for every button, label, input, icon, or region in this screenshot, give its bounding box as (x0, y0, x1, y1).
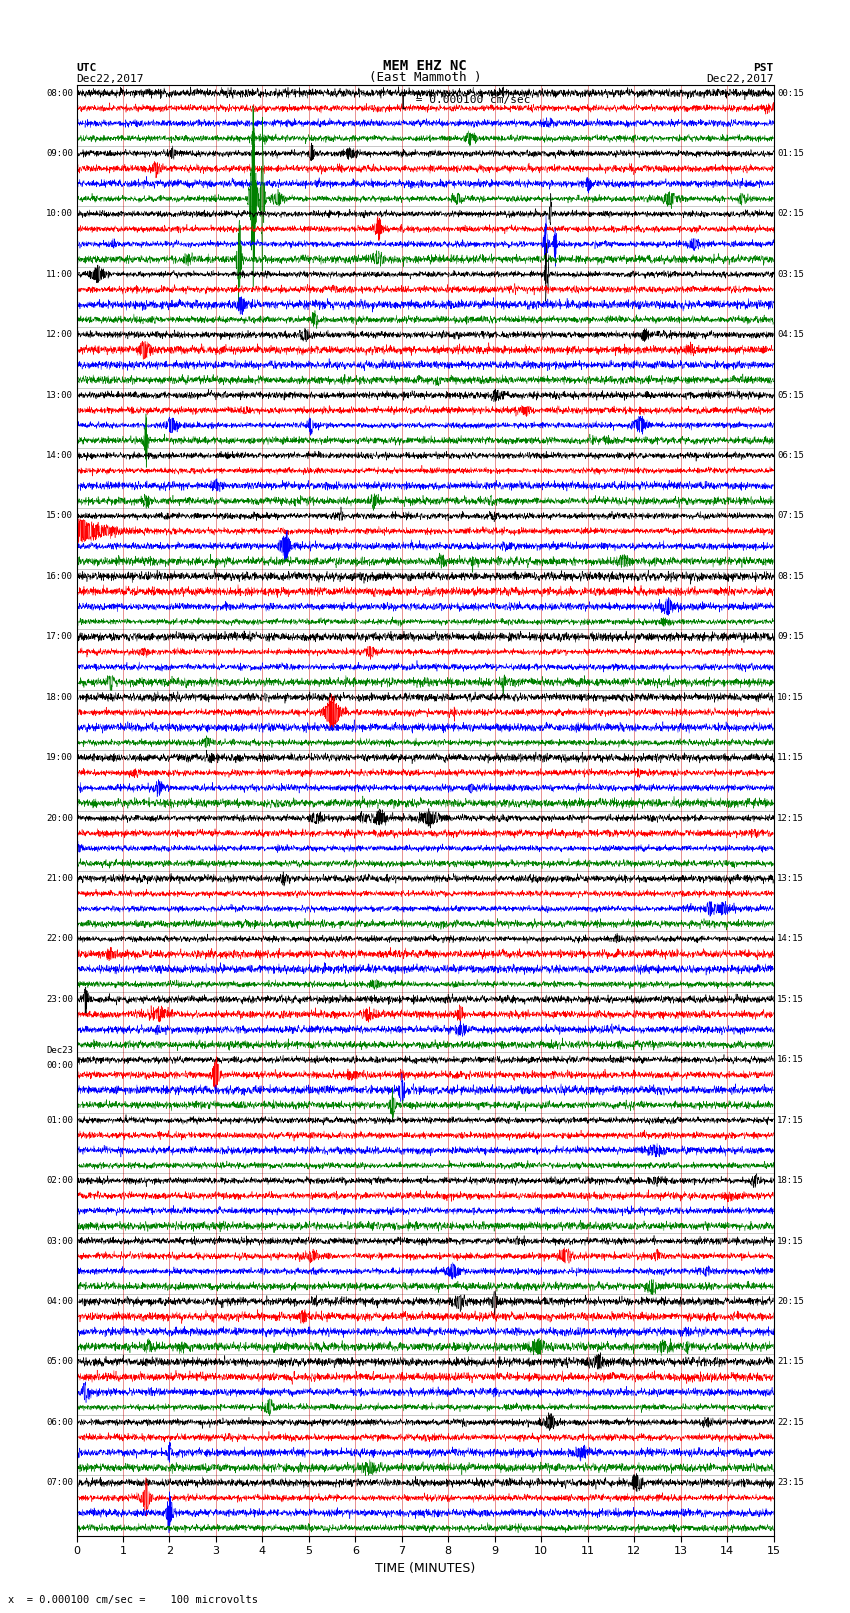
Text: 13:00: 13:00 (46, 390, 73, 400)
Text: 03:00: 03:00 (46, 1237, 73, 1245)
Text: 02:00: 02:00 (46, 1176, 73, 1186)
Text: 19:15: 19:15 (777, 1237, 804, 1245)
Text: [: [ (399, 95, 408, 110)
Text: 11:00: 11:00 (46, 269, 73, 279)
Text: 05:15: 05:15 (777, 390, 804, 400)
Text: 10:00: 10:00 (46, 210, 73, 218)
Text: 14:00: 14:00 (46, 452, 73, 460)
Text: 01:15: 01:15 (777, 148, 804, 158)
Text: 00:15: 00:15 (777, 89, 804, 97)
Text: 08:15: 08:15 (777, 573, 804, 581)
Text: 09:15: 09:15 (777, 632, 804, 642)
Text: 21:00: 21:00 (46, 874, 73, 882)
Text: x  = 0.000100 cm/sec =    100 microvolts: x = 0.000100 cm/sec = 100 microvolts (8, 1595, 258, 1605)
Text: = 0.000100 cm/sec: = 0.000100 cm/sec (409, 95, 530, 105)
Text: 03:15: 03:15 (777, 269, 804, 279)
Text: 06:15: 06:15 (777, 452, 804, 460)
Text: 18:15: 18:15 (777, 1176, 804, 1186)
Text: 12:00: 12:00 (46, 331, 73, 339)
Text: 17:00: 17:00 (46, 632, 73, 642)
Text: 12:15: 12:15 (777, 813, 804, 823)
Text: Dec22,2017: Dec22,2017 (76, 74, 144, 84)
Text: 16:00: 16:00 (46, 573, 73, 581)
Text: Dec23: Dec23 (46, 1045, 73, 1055)
Text: 04:00: 04:00 (46, 1297, 73, 1307)
Text: 15:15: 15:15 (777, 995, 804, 1003)
Text: 09:00: 09:00 (46, 148, 73, 158)
Text: 14:15: 14:15 (777, 934, 804, 944)
Text: 08:00: 08:00 (46, 89, 73, 97)
Text: 10:15: 10:15 (777, 692, 804, 702)
Text: 20:15: 20:15 (777, 1297, 804, 1307)
Text: (East Mammoth ): (East Mammoth ) (369, 71, 481, 84)
Text: 02:15: 02:15 (777, 210, 804, 218)
Text: 11:15: 11:15 (777, 753, 804, 763)
Text: 17:15: 17:15 (777, 1116, 804, 1124)
Text: 07:00: 07:00 (46, 1478, 73, 1487)
Text: 07:15: 07:15 (777, 511, 804, 521)
Text: 05:00: 05:00 (46, 1358, 73, 1366)
Text: 20:00: 20:00 (46, 813, 73, 823)
Text: 22:15: 22:15 (777, 1418, 804, 1428)
Text: 06:00: 06:00 (46, 1418, 73, 1428)
Text: 04:15: 04:15 (777, 331, 804, 339)
Text: UTC: UTC (76, 63, 97, 73)
Text: Dec22,2017: Dec22,2017 (706, 74, 774, 84)
X-axis label: TIME (MINUTES): TIME (MINUTES) (375, 1561, 475, 1574)
Text: 23:00: 23:00 (46, 995, 73, 1003)
Text: PST: PST (753, 63, 774, 73)
Text: 22:00: 22:00 (46, 934, 73, 944)
Text: 18:00: 18:00 (46, 692, 73, 702)
Text: 15:00: 15:00 (46, 511, 73, 521)
Text: 00:00: 00:00 (46, 1061, 73, 1071)
Text: 16:15: 16:15 (777, 1055, 804, 1065)
Text: 21:15: 21:15 (777, 1358, 804, 1366)
Text: 19:00: 19:00 (46, 753, 73, 763)
Text: 01:00: 01:00 (46, 1116, 73, 1124)
Text: MEM EHZ NC: MEM EHZ NC (383, 58, 467, 73)
Text: 13:15: 13:15 (777, 874, 804, 882)
Text: 23:15: 23:15 (777, 1478, 804, 1487)
